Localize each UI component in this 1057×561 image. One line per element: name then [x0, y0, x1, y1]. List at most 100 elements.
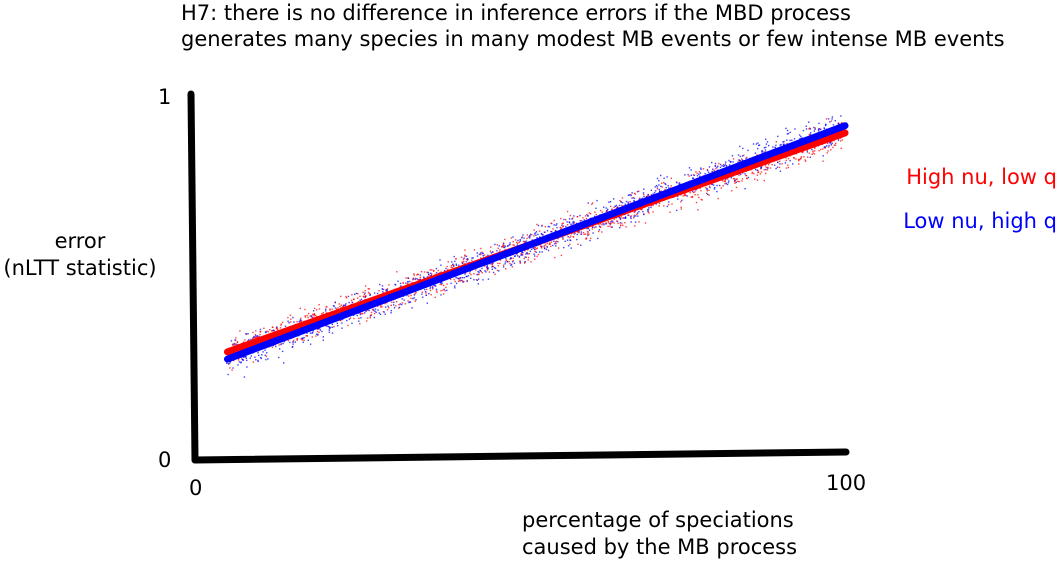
- scatter-point: [325, 325, 327, 327]
- scatter-point: [761, 149, 763, 152]
- scatter-point: [585, 238, 587, 240]
- scatter-point: [244, 339, 246, 341]
- scatter-point: [787, 158, 790, 160]
- scatter-point: [292, 341, 294, 343]
- scatter-point: [512, 257, 514, 259]
- scatter-point: [800, 135, 802, 138]
- scatter-point: [800, 157, 802, 159]
- scatter-point: [752, 143, 755, 145]
- scatter-point: [671, 203, 673, 205]
- scatter-point: [453, 255, 455, 258]
- scatter-point: [442, 284, 445, 287]
- scatter-point: [256, 336, 259, 338]
- scatter-point: [508, 244, 511, 246]
- scatter-point: [254, 334, 257, 336]
- scatter-point: [581, 219, 583, 222]
- scatter-point: [531, 233, 533, 236]
- scatter-point: [654, 186, 656, 188]
- scatter-point: [444, 270, 446, 272]
- scatter-point: [290, 318, 292, 320]
- scatter-point: [378, 312, 380, 314]
- scatter-point: [761, 150, 763, 153]
- scatter-point: [588, 229, 591, 231]
- scatter-point: [367, 317, 369, 319]
- scatter-point: [454, 287, 456, 289]
- scatter-point: [401, 302, 404, 304]
- scatter-point: [523, 237, 525, 239]
- scatter-point: [732, 177, 735, 180]
- scatter-point: [675, 181, 678, 183]
- scatter-point: [331, 308, 333, 310]
- scatter-point: [828, 144, 830, 147]
- scatter-point: [381, 291, 384, 293]
- scatter-point: [497, 265, 500, 267]
- scatter-point: [278, 344, 280, 346]
- trend-line-2: [224, 122, 849, 363]
- scatter-point: [664, 188, 666, 191]
- scatter-point: [431, 273, 433, 275]
- scatter-point: [688, 175, 690, 177]
- scatter-point: [462, 281, 464, 283]
- scatter-point: [733, 180, 736, 183]
- scatter-point: [548, 243, 551, 245]
- scatter-point: [287, 316, 289, 319]
- scatter-point: [805, 128, 808, 130]
- scatter-point: [536, 237, 538, 239]
- scatter-point: [567, 245, 570, 247]
- scatter-point: [398, 306, 401, 309]
- scatter-point: [338, 303, 340, 305]
- scatter-point: [293, 321, 295, 323]
- scatter-point: [461, 277, 464, 279]
- scatter-point: [760, 168, 762, 170]
- scatter-point: [560, 227, 563, 229]
- scatter-point: [678, 182, 681, 184]
- scatter-point: [730, 161, 732, 163]
- scatter-point: [561, 224, 563, 226]
- scatter-point: [333, 326, 335, 328]
- scatter-point: [440, 264, 442, 266]
- scatter-point: [599, 226, 601, 228]
- scatter-point: [839, 140, 842, 142]
- scatter-point: [340, 307, 342, 309]
- scatter-point: [428, 274, 430, 276]
- scatter-point: [424, 288, 426, 291]
- scatter-point: [257, 359, 259, 362]
- scatter-point: [440, 271, 442, 273]
- scatter-point: [578, 230, 580, 233]
- scatter-point: [810, 132, 812, 134]
- scatter-point: [822, 160, 824, 162]
- scatter-point: [259, 333, 261, 336]
- scatter-point: [602, 222, 604, 225]
- scatter-point: [833, 144, 836, 146]
- scatter-point: [735, 186, 738, 189]
- scatter-point: [622, 224, 624, 226]
- scatter-point: [537, 233, 539, 236]
- scatter-point: [550, 245, 552, 248]
- scatter-point: [638, 210, 640, 213]
- scatter-point: [741, 178, 744, 180]
- scatter-point: [723, 180, 725, 182]
- scatter-point: [607, 208, 609, 210]
- scatter-point: [804, 159, 806, 161]
- scatter-point: [778, 166, 781, 169]
- scatter-point: [380, 306, 382, 308]
- scatter-point: [765, 146, 767, 148]
- scatter-point: [818, 122, 820, 125]
- scatter-point: [837, 122, 839, 124]
- scatter-point: [666, 205, 669, 208]
- scatter-point: [705, 186, 707, 189]
- scatter-point: [782, 143, 785, 145]
- scatter-point: [463, 260, 465, 263]
- scatter-point: [633, 200, 635, 202]
- scatter-point: [353, 317, 355, 320]
- scatter-point: [267, 331, 269, 333]
- scatter-point: [539, 251, 541, 253]
- scatter-point: [490, 246, 492, 248]
- scatter-point: [700, 168, 702, 170]
- scatter-point: [572, 236, 575, 238]
- scatter-point: [359, 323, 361, 325]
- scatter-point: [407, 277, 409, 279]
- scatter-point: [450, 282, 452, 285]
- scatter-point: [533, 253, 535, 255]
